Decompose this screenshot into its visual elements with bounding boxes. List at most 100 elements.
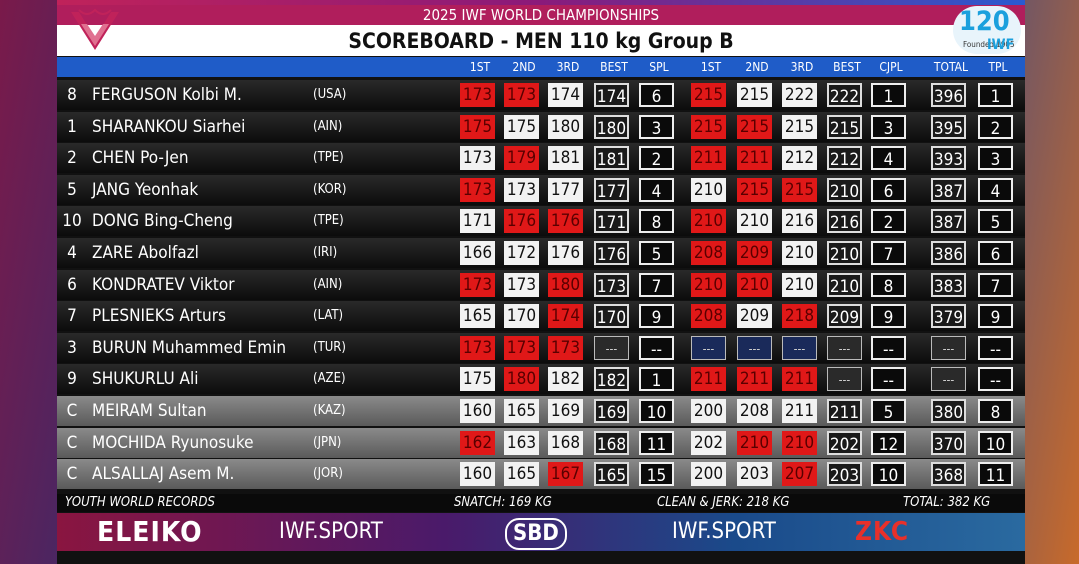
cell-cj-2: 210 xyxy=(737,272,772,297)
sponsor-sbd-logo: SBD xyxy=(505,518,567,550)
cell-cj-3: 207 xyxy=(782,462,817,487)
athlete-country: (LAT) xyxy=(313,308,344,324)
col-cjpl: CJPL xyxy=(879,60,903,74)
cell-cj-2: 208 xyxy=(737,399,772,423)
cell-cj-place: 6 xyxy=(871,177,906,202)
cell-cj-place: 9 xyxy=(871,304,906,329)
athlete-name: FERGUSON Kolbi M. xyxy=(92,85,242,105)
athlete-name: DONG Bing-Cheng xyxy=(92,211,233,232)
cell-snatch-1: 173 xyxy=(460,177,495,202)
cell-total: 380 xyxy=(931,399,966,423)
table-row: 5 JANG Yeonhak (KOR) 173 173 177 177 4 210 215 215… xyxy=(57,174,1025,205)
col-snatch-3rd: 3RD xyxy=(556,60,580,74)
athlete-name: MOCHIDA Ryunosuke xyxy=(92,432,254,453)
cell-snatch-best: 180 xyxy=(594,114,629,139)
table-row: 9 SHUKURLU Ali (AZE) 175 180 182 182 1 211 211 211… xyxy=(57,364,1025,395)
cell-cj-place: 8 xyxy=(871,272,906,297)
cell-snatch-3: 173 xyxy=(548,335,583,360)
cell-total: --- xyxy=(931,367,966,392)
table-row: 4 ZARE Abolfazl (IRI) 166 172 176 176 5 208 209 21… xyxy=(57,238,1025,268)
cell-snatch-place: 5 xyxy=(639,241,674,265)
cell-snatch-2: 172 xyxy=(504,241,539,265)
athlete-country: (TPE) xyxy=(313,213,344,229)
cell-snatch-2: 180 xyxy=(504,367,539,392)
page-title: SCOREBOARD - MEN 110 kg Group B xyxy=(348,29,734,53)
athlete-country: (KAZ) xyxy=(313,403,346,418)
cell-total-place: 2 xyxy=(978,114,1013,139)
cell-snatch-best: 181 xyxy=(594,146,629,171)
athlete-rank: C xyxy=(66,432,78,453)
table-row: 6 KONDRATEV Viktor (AIN) 173 173 180 173 7 210 21… xyxy=(57,269,1025,300)
cell-snatch-3: 181 xyxy=(548,146,583,171)
cell-total-place: 10 xyxy=(978,430,1013,455)
athlete-rank: 5 xyxy=(67,179,77,200)
athlete-name: SHUKURLU Ali xyxy=(92,369,199,390)
cell-cj-place: 3 xyxy=(871,114,906,139)
cell-cj-1: 210 xyxy=(691,272,726,297)
athlete-country: (JPN) xyxy=(313,434,342,450)
record-snatch: SNATCH: 169 KG xyxy=(454,495,552,510)
cell-total-place: 3 xyxy=(978,146,1013,171)
cell-snatch-1: 173 xyxy=(460,335,495,360)
cell-cj-2: 210 xyxy=(737,430,772,455)
cell-total: 387 xyxy=(931,209,966,234)
cell-cj-best: 211 xyxy=(827,399,862,423)
cell-snatch-place: 11 xyxy=(639,430,674,455)
athlete-country: (JOR) xyxy=(313,466,343,482)
cell-snatch-best: 170 xyxy=(594,304,629,329)
table-row: 7 PLESNIEKS Arturs (LAT) 165 170 174 170 9 208 20… xyxy=(57,301,1025,332)
cell-snatch-best: 168 xyxy=(594,430,629,455)
cell-cj-best: --- xyxy=(827,367,862,392)
cell-snatch-place: 10 xyxy=(639,399,674,423)
cell-cj-place: 10 xyxy=(871,462,906,487)
cell-snatch-2: 179 xyxy=(504,146,539,171)
cell-snatch-2: 175 xyxy=(504,114,539,139)
cell-snatch-2: 165 xyxy=(504,399,539,423)
cell-snatch-2: 163 xyxy=(504,430,539,455)
table-row: 10 DONG Bing-Cheng (TPE) 171 176 176 171 8 210 21… xyxy=(57,206,1025,237)
cell-snatch-1: 160 xyxy=(460,399,495,423)
athlete-country: (TUR) xyxy=(313,339,346,355)
cell-cj-3: 215 xyxy=(782,114,817,139)
cell-total: 370 xyxy=(931,430,966,455)
records-bar: YOUTH WORLD RECORDS SNATCH: 169 KG CLEAN… xyxy=(57,494,1025,512)
cell-snatch-1: 160 xyxy=(460,462,495,487)
cell-cj-3: 211 xyxy=(782,367,817,392)
cell-total-place: 5 xyxy=(978,209,1013,234)
cell-cj-best: 209 xyxy=(827,304,862,329)
athlete-name: MEIRAM Sultan xyxy=(92,401,207,421)
cell-snatch-place: 8 xyxy=(639,209,674,234)
col-cj-best: BEST xyxy=(833,60,861,74)
table-row: C MOCHIDA Ryunosuke (JPN) 162 163 168 168 11 202… xyxy=(57,427,1025,458)
cell-cj-best: 203 xyxy=(827,462,862,487)
event-title: 2025 IWF WORLD CHAMPIONSHIPS xyxy=(57,5,1025,25)
cell-snatch-3: 174 xyxy=(548,83,583,107)
cell-snatch-3: 176 xyxy=(548,209,583,234)
cell-snatch-place: 4 xyxy=(639,177,674,202)
cell-cj-1: 215 xyxy=(691,83,726,107)
col-spl: SPL xyxy=(649,60,669,74)
iwf-120-logo-icon: 120 Founded 1905 IWF xyxy=(953,6,1021,54)
sponsor-iwf-sport: IWF.SPORT xyxy=(279,519,383,544)
cell-total-place: 8 xyxy=(978,399,1013,423)
cell-cj-best: 210 xyxy=(827,241,862,265)
cell-cj-1: 200 xyxy=(691,399,726,423)
cell-cj-3: 210 xyxy=(782,430,817,455)
cell-cj-1: 200 xyxy=(691,462,726,487)
cell-cj-2: 211 xyxy=(737,146,772,171)
cell-cj-2: 210 xyxy=(737,209,772,234)
cell-snatch-place: -- xyxy=(639,335,674,360)
athlete-name: BURUN Muhammed Emin xyxy=(92,337,287,358)
cell-total: 396 xyxy=(931,83,966,107)
cell-snatch-1: 173 xyxy=(460,83,495,107)
cell-cj-2: 215 xyxy=(737,114,772,139)
col-cj-2nd: 2ND xyxy=(745,60,769,74)
cell-snatch-best: 165 xyxy=(594,462,629,487)
cell-snatch-2: 173 xyxy=(504,335,539,360)
table-row: 3 BURUN Muhammed Emin (TUR) 173 173 173 --- -- -… xyxy=(57,332,1025,363)
table-row: 8 FERGUSON Kolbi M. (USA) 173 173 174 174 6 215 2… xyxy=(57,80,1025,110)
cell-cj-2: 211 xyxy=(737,367,772,392)
table-row: 1 SHARANKOU Siarhei (AIN) 175 175 180 180 3 215 2… xyxy=(57,111,1025,142)
cell-total-place: -- xyxy=(978,335,1013,360)
cell-snatch-place: 1 xyxy=(639,367,674,392)
